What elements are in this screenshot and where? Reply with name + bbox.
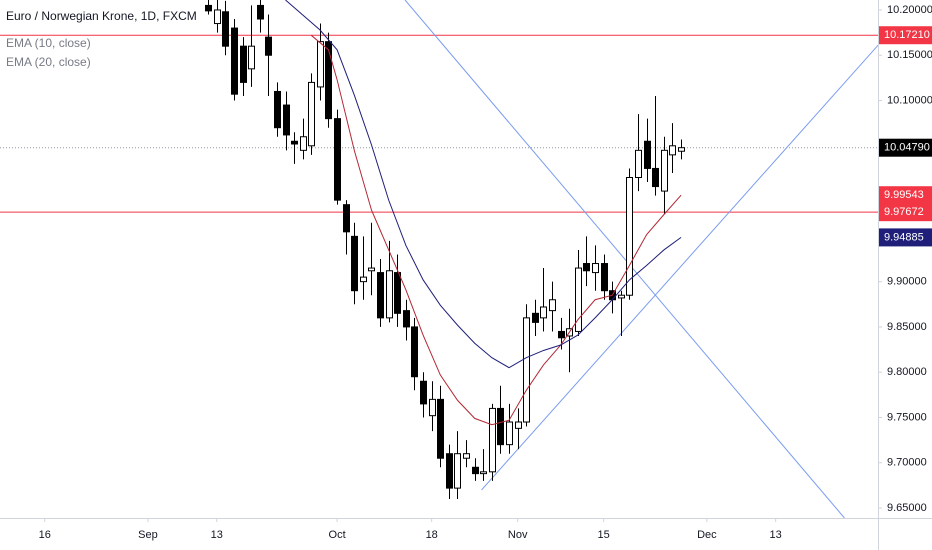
candle-body (506, 421, 513, 446)
axes: 10.20000 10.15000 10.10000 9.90000 9.85000 9.… (39, 4, 932, 541)
candle-body (334, 118, 341, 201)
candle-body (618, 294, 625, 299)
legend-entry: EMA (10, close) (6, 36, 91, 50)
plot-area (0, 0, 878, 518)
candle-body (463, 453, 470, 459)
trend-line (404, 0, 845, 518)
candle-body (480, 471, 487, 475)
candle-body (325, 41, 332, 120)
candle-body (515, 421, 522, 429)
candle-body (558, 330, 565, 339)
candle-body (601, 263, 608, 292)
x-tick-label: 13 (211, 529, 223, 541)
price-label-box (879, 26, 932, 45)
candle-body (394, 272, 401, 314)
candle-body (644, 140, 651, 169)
candle-body (678, 147, 685, 152)
candle-body (437, 398, 444, 459)
candle-body (377, 272, 384, 319)
x-tick-label: Dec (697, 529, 717, 541)
candle-body (257, 4, 264, 20)
candle-body (626, 176, 633, 296)
candle-body (205, 4, 212, 12)
x-tick-label: Oct (329, 529, 346, 541)
candle-body (274, 90, 281, 129)
candle-body (523, 317, 530, 423)
price-label: 9.99543 (884, 189, 924, 201)
y-tick-label: 9.85000 (887, 321, 927, 333)
candle-body (489, 407, 496, 473)
candle-body (386, 270, 393, 319)
candle-body (360, 276, 367, 283)
x-tick-label: Nov (508, 529, 528, 541)
y-tick-label: 10.20000 (887, 4, 932, 16)
y-tick-label: 9.75000 (887, 411, 927, 423)
candle-body (446, 453, 453, 489)
candle-body (240, 45, 247, 83)
candle-body (583, 263, 590, 272)
price-label: 10.17210 (884, 29, 930, 41)
candle-body (368, 267, 375, 272)
candle-body (411, 326, 418, 378)
candle-body (575, 267, 582, 332)
candle-body (265, 36, 272, 56)
price-label-box (879, 228, 932, 247)
candle-body (549, 299, 556, 312)
y-tick-label: 10.10000 (887, 94, 932, 106)
candle-body (497, 407, 504, 446)
ema-line (285, 0, 682, 369)
x-tick-label: 18 (426, 529, 438, 541)
legend-entry: EMA (20, close) (6, 55, 91, 69)
x-tick-label: 13 (770, 529, 782, 541)
chart-title: Euro / Norwegian Krone, 1D, FXCM (6, 9, 197, 23)
candle-body (343, 204, 350, 233)
price-label: 10.04790 (884, 142, 930, 154)
candle-body (231, 27, 238, 95)
candle-body (454, 453, 461, 489)
x-tick-label: 16 (39, 529, 51, 541)
candle-body (283, 104, 290, 136)
candle-body (429, 398, 436, 417)
candle-body (420, 380, 427, 405)
candle-body (308, 81, 315, 147)
candle-body (214, 9, 221, 25)
candle-body (661, 149, 668, 192)
x-tick-label: 15 (598, 529, 610, 541)
candle-body (669, 145, 676, 156)
y-tick-label: 9.80000 (887, 366, 927, 378)
trend-line (481, 44, 878, 491)
candle-body (248, 45, 255, 70)
candle-body (532, 312, 539, 323)
candle-body (635, 149, 642, 178)
y-tick-label: 9.90000 (887, 276, 927, 288)
price-label: 9.97672 (884, 206, 924, 218)
price-label-box (879, 203, 932, 222)
price-label: 9.94885 (884, 231, 924, 243)
candle-body (652, 167, 659, 188)
candle-body (540, 306, 547, 319)
candle-body (592, 263, 599, 274)
candle-body (317, 41, 324, 88)
y-tick-label: 9.70000 (887, 457, 927, 469)
candle-body (351, 235, 358, 292)
candle-body (472, 466, 479, 475)
candle-body (300, 136, 307, 151)
price-label-box (879, 186, 932, 205)
x-tick-label: Sep (138, 529, 158, 541)
y-tick-label: 10.15000 (887, 49, 932, 61)
candle-body (403, 310, 410, 328)
price-label-box (879, 138, 932, 157)
candle-body (291, 140, 298, 145)
y-tick-label: 9.65000 (887, 502, 927, 514)
candle-body (222, 11, 229, 47)
ema-line (310, 34, 682, 426)
